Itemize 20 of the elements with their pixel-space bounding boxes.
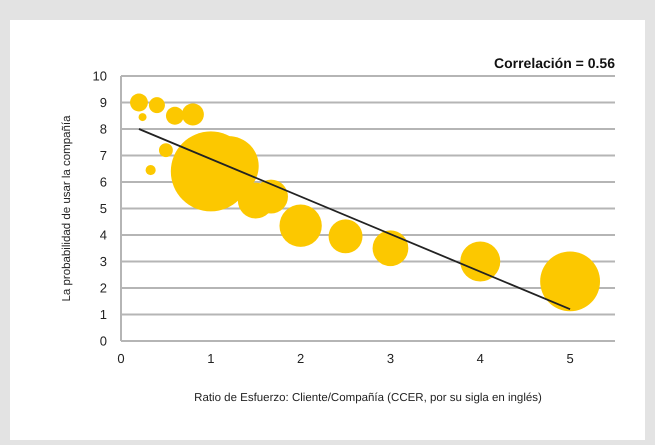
x-axis-title: Ratio de Esfuerzo: Cliente/Compañía (CCER, por su sigla en inglés): [194, 392, 542, 404]
y-tick-label: 5: [100, 201, 107, 216]
y-tick-label: 10: [92, 68, 107, 84]
y-tick-label: 3: [100, 254, 107, 270]
y-tick-label: 7: [100, 148, 107, 164]
y-tick-label: 2: [100, 280, 107, 296]
y-axis-title: La probabilidad de usar la compañía: [61, 114, 73, 302]
chart-title: Correlación = 0.56: [494, 55, 616, 71]
y-tick-label: 8: [100, 122, 107, 137]
y-tick-label: 6: [100, 174, 107, 190]
x-tick-label: 2: [297, 351, 304, 366]
x-tick-label: 3: [386, 351, 394, 366]
x-tick-label: 1: [207, 351, 214, 366]
x-tick-label: 4: [476, 351, 484, 366]
x-tick-label: 0: [117, 351, 125, 366]
x-tick-label: 5: [566, 351, 574, 366]
y-tick-label: 4: [100, 228, 107, 243]
y-tick-label: 1: [100, 307, 107, 322]
y-tick-label: 0: [100, 334, 107, 349]
y-tick-label: 9: [100, 95, 107, 110]
